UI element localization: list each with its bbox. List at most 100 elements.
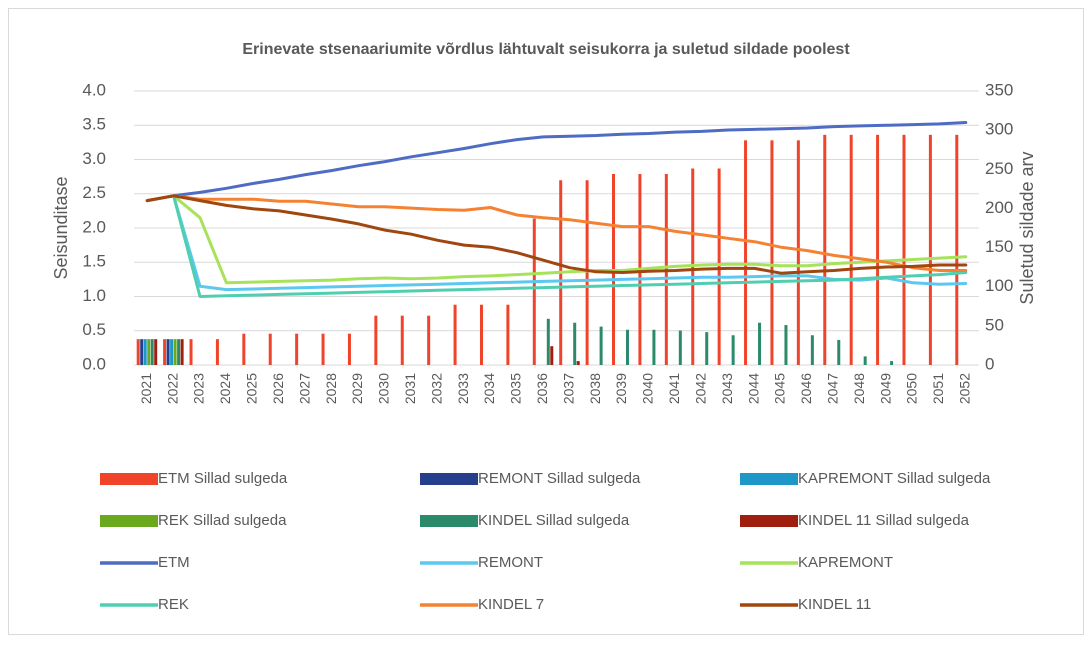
bar [849, 134, 853, 365]
bar [532, 218, 536, 365]
legend-swatch [100, 515, 158, 527]
bar [150, 339, 154, 365]
y-tick-label: 3.0 [82, 149, 106, 168]
y2-tick-label: 100 [985, 276, 1013, 295]
bar [796, 140, 800, 365]
bar [147, 339, 151, 365]
legend-label: REK Sillad sulgeda [158, 512, 287, 529]
bar [479, 304, 483, 365]
x-tick-label: 2023 [191, 373, 207, 404]
x-tick-label: 2048 [851, 373, 867, 404]
legend-swatch [420, 515, 478, 527]
bar [427, 315, 431, 365]
y-tick-label: 3.5 [82, 115, 106, 134]
bar [189, 339, 193, 365]
bar [163, 339, 167, 365]
bar [136, 339, 140, 365]
y-tick-label: 0.5 [82, 320, 106, 339]
y-tick-label: 1.5 [82, 252, 106, 271]
legend-label: ETM Sillad sulgeda [158, 470, 288, 487]
bar [180, 339, 184, 365]
x-tick-label: 2031 [402, 373, 418, 404]
y2-tick-label: 350 [985, 80, 1013, 99]
legend-label: REMONT Sillad sulgeda [478, 470, 641, 487]
bar [717, 168, 721, 365]
x-tick-label: 2024 [217, 373, 233, 404]
bar [166, 339, 170, 365]
legend-swatch [100, 473, 158, 485]
legend-swatch [420, 473, 478, 485]
y2-tick-label: 250 [985, 159, 1013, 178]
y-tick-label: 1.0 [82, 286, 106, 305]
legend-label: ETM [158, 554, 190, 571]
line-series [145, 194, 968, 285]
bar [863, 356, 867, 365]
bar [585, 180, 589, 365]
bar [347, 333, 351, 365]
bar [599, 326, 603, 365]
legend-label: REK [158, 596, 189, 613]
x-tick-label: 2043 [719, 373, 735, 404]
x-tick-label: 2050 [904, 373, 920, 404]
bar [506, 304, 510, 365]
legend-label: KAPREMONT [798, 554, 893, 571]
bar [823, 134, 827, 365]
chart-title: Erinevate stsenaariumite võrdlus lähtuva… [242, 41, 850, 58]
bar [837, 339, 841, 365]
bar [295, 333, 299, 365]
x-tick-label: 2028 [323, 373, 339, 404]
x-tick-label: 2029 [349, 373, 365, 404]
bar [550, 346, 554, 365]
bar [652, 329, 656, 365]
legend-label: KINDEL 11 [798, 596, 871, 613]
x-tick-label: 2026 [270, 373, 286, 404]
x-tick-label: 2038 [587, 373, 603, 404]
x-tick-label: 2047 [824, 373, 840, 404]
x-tick-label: 2030 [376, 373, 392, 404]
x-tick-label: 2032 [428, 373, 444, 404]
bar [576, 361, 580, 365]
bar [140, 339, 144, 365]
y2-tick-label: 200 [985, 198, 1013, 217]
line-series [145, 194, 968, 298]
bar [170, 339, 174, 365]
line-series [145, 121, 968, 203]
x-tick-label: 2041 [666, 373, 682, 404]
bar [876, 134, 880, 365]
x-tick-label: 2021 [138, 373, 154, 404]
x-tick-label: 2049 [877, 373, 893, 404]
legend-label: KINDEL Sillad sulgeda [478, 512, 630, 529]
bar [678, 330, 682, 365]
bar [810, 335, 814, 365]
bar [731, 335, 735, 365]
bar [453, 304, 457, 365]
legend-label: KINDEL 11 Sillad sulgeda [798, 512, 970, 529]
bar [546, 318, 550, 365]
bar [744, 140, 748, 365]
x-tick-label: 2036 [534, 373, 550, 404]
x-tick-label: 2035 [508, 373, 524, 404]
bar [321, 333, 325, 365]
y-tick-label: 4.0 [82, 80, 106, 99]
bar [705, 332, 709, 365]
bar [154, 339, 158, 365]
bar [173, 339, 177, 365]
x-tick-label: 2051 [930, 373, 946, 404]
bar [758, 322, 762, 365]
bar [268, 333, 272, 365]
y-tick-label: 2.0 [82, 217, 106, 236]
x-tick-label: 2044 [745, 373, 761, 404]
bar [928, 134, 932, 365]
y-axis-title: Seisunditase [51, 176, 71, 279]
line-series [145, 194, 968, 275]
y2-axis-title: Suletud sildade arv [1017, 151, 1037, 304]
bar [626, 329, 630, 365]
y2-tick-label: 0 [985, 354, 994, 373]
chart-border [8, 8, 1084, 635]
bar [143, 339, 147, 365]
bar [784, 325, 788, 365]
line-series [145, 194, 968, 272]
legend-label: REMONT [478, 554, 543, 571]
y2-tick-label: 150 [985, 237, 1013, 256]
